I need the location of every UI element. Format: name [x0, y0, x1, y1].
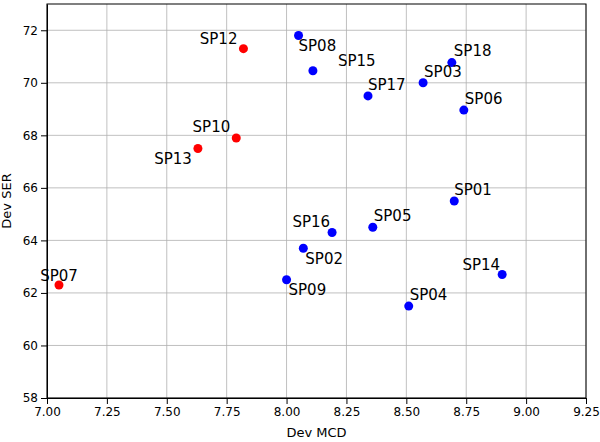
point	[308, 66, 317, 75]
tick-mark	[41, 30, 47, 31]
grid-line	[526, 4, 527, 398]
tick-label: 8.25	[334, 405, 361, 419]
point-label: SP06	[465, 90, 503, 108]
point	[239, 44, 248, 53]
tick: 60	[23, 339, 47, 353]
points	[54, 31, 506, 311]
point-label: SP04	[410, 286, 448, 304]
plot: 7.00 7.25 7.50 7.75 8.00 8.25 8.50 8.75 9.00 9.25…	[23, 4, 600, 419]
grid-line	[286, 4, 287, 398]
tick: 66	[23, 181, 47, 195]
tick-mark	[406, 398, 407, 404]
point-label: SP05	[374, 207, 412, 225]
tick: 8.75	[453, 398, 480, 419]
tick-mark	[41, 135, 47, 136]
tick-label: 9.25	[573, 405, 600, 419]
tick-mark	[227, 398, 228, 404]
tick-mark	[586, 398, 587, 404]
point-label: SP03	[424, 63, 462, 81]
x-axis: 7.00 7.25 7.50 7.75 8.00 8.25 8.50 8.75 9.00 9.25	[34, 398, 600, 419]
tick-mark	[41, 345, 47, 346]
tick: 64	[23, 234, 47, 248]
plot-frame	[47, 4, 586, 398]
tick: 7.75	[214, 398, 241, 419]
grid-line	[226, 4, 227, 398]
tick-label: 7.00	[34, 405, 61, 419]
tick-mark	[466, 398, 467, 404]
point-label: SP16	[292, 213, 330, 231]
grid-line	[47, 82, 586, 83]
grid-line	[47, 187, 586, 188]
point-label: SP15	[338, 52, 376, 70]
tick-label: 66	[23, 181, 38, 195]
tick-label: 7.75	[214, 405, 241, 419]
tick-label: 62	[23, 286, 38, 300]
tick-mark	[41, 188, 47, 189]
point	[193, 144, 202, 153]
tick: 70	[23, 76, 47, 90]
tick: 7.25	[94, 398, 121, 419]
tick-mark	[107, 398, 108, 404]
tick-mark	[41, 83, 47, 84]
tick: 8.00	[274, 398, 301, 419]
grid	[47, 4, 586, 398]
grid-line	[166, 4, 167, 398]
tick-label: 8.75	[453, 405, 480, 419]
grid-line	[466, 4, 467, 398]
tick-label: 58	[23, 391, 38, 405]
tick-label: 70	[23, 76, 38, 90]
tick-label: 8.50	[393, 405, 420, 419]
tick-label: 72	[23, 24, 38, 38]
tick-mark	[47, 398, 48, 404]
tick: 9.25	[573, 398, 600, 419]
tick-mark	[346, 398, 347, 404]
tick: 58	[23, 391, 47, 405]
grid-line	[106, 4, 107, 398]
tick: 8.25	[334, 398, 361, 419]
point-label: SP07	[40, 267, 78, 285]
point-label: SP08	[299, 37, 337, 55]
grid-line	[47, 240, 586, 241]
tick-mark	[41, 293, 47, 294]
grid-line	[47, 30, 586, 31]
grid-line	[406, 4, 407, 398]
point-label: SP12	[200, 30, 238, 48]
tick-label: 60	[23, 339, 38, 353]
tick: 62	[23, 286, 47, 300]
tick: 68	[23, 129, 47, 143]
chart: 7.00 7.25 7.50 7.75 8.00 8.25 8.50 8.75 9.00 9.25…	[0, 0, 600, 442]
tick-mark	[41, 240, 47, 241]
point-label: SP18	[454, 42, 492, 60]
tick-mark	[41, 398, 47, 399]
tick-label: 7.50	[154, 405, 181, 419]
point	[232, 133, 241, 142]
tick-label: 9.00	[513, 405, 540, 419]
tick-mark	[167, 398, 168, 404]
tick-mark	[287, 398, 288, 404]
point-label: SP02	[305, 250, 343, 268]
tick: 7.00	[34, 398, 61, 419]
point-label: SP09	[289, 281, 327, 299]
point-label: SP14	[462, 256, 500, 274]
tick-label: 64	[23, 234, 38, 248]
tick: 72	[23, 24, 47, 38]
point-label: SP01	[454, 181, 492, 199]
tick-label: 8.00	[274, 405, 301, 419]
point-label: SP10	[193, 118, 231, 136]
y-axis-title: Dev SER	[0, 173, 14, 228]
tick-mark	[526, 398, 527, 404]
tick: 9.00	[513, 398, 540, 419]
tick: 8.50	[393, 398, 420, 419]
tick-label: 68	[23, 129, 38, 143]
point-label: SP13	[154, 150, 192, 168]
tick-label: 7.25	[94, 405, 121, 419]
x-axis-title: Dev MCD	[286, 425, 346, 440]
grid-line	[47, 135, 586, 136]
tick: 7.50	[154, 398, 181, 419]
grid-line	[47, 345, 586, 346]
y-axis: 58 60 62 64 66 68 70 72	[23, 5, 48, 406]
point-label: SP17	[368, 76, 406, 94]
point-labels: SP12 SP08SP15 SP17 SP03 SP18 SP06 SP10SP13 SP01…	[40, 30, 502, 304]
